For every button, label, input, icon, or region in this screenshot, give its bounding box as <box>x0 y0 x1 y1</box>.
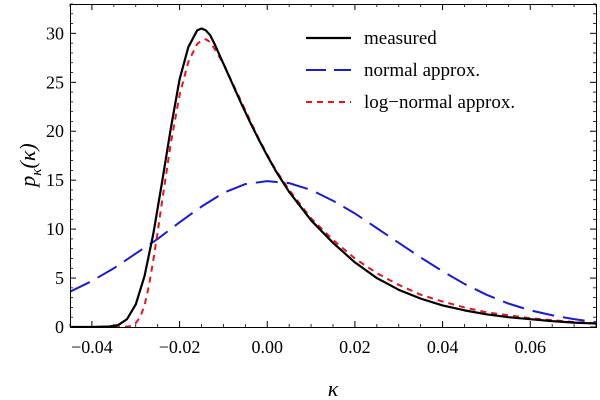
y-axis: 0 5 10 15 20 25 30 <box>46 3 596 337</box>
y-axis-label-main: p <box>15 176 40 189</box>
x-axis-label: κ <box>328 376 339 400</box>
plot-curves <box>70 27 596 327</box>
y-axis-label: pκ(κ) <box>15 143 45 188</box>
y-tick-label: 15 <box>46 170 64 190</box>
legend-label-measured: measured <box>364 28 437 49</box>
series-line-normal-approx <box>70 180 596 324</box>
legend-label-normal-approx: normal approx. <box>364 60 480 81</box>
y-tick-label: 10 <box>46 219 64 239</box>
legend-label-log-normal-approx: log−normal approx. <box>364 92 515 113</box>
y-tick-label: 5 <box>55 268 64 288</box>
y-tick-label: 25 <box>46 72 64 92</box>
y-axis-label-arg: (κ) <box>15 143 40 168</box>
x-axis: −0.04 −0.02 0.00 0.02 0.04 0.06 <box>69 4 597 357</box>
x-tick-label: −0.04 <box>71 337 113 357</box>
x-tick-label: 0.02 <box>339 337 371 357</box>
y-tick-label: 30 <box>46 23 64 43</box>
x-tick-label: 0.00 <box>252 337 284 357</box>
x-tick-label: 0.04 <box>427 337 459 357</box>
y-axis-label-sub: κ <box>29 168 45 176</box>
plot-frame <box>70 4 597 328</box>
series-line-log-normal-approx <box>70 38 596 327</box>
series-line-measured <box>70 27 596 327</box>
x-tick-label: −0.02 <box>159 337 201 357</box>
legend: measured normal approx. log−normal approx. <box>306 28 515 113</box>
y-tick-label: 20 <box>46 121 64 141</box>
x-tick-label: 0.06 <box>515 337 547 357</box>
y-tick-label: 0 <box>55 317 64 337</box>
